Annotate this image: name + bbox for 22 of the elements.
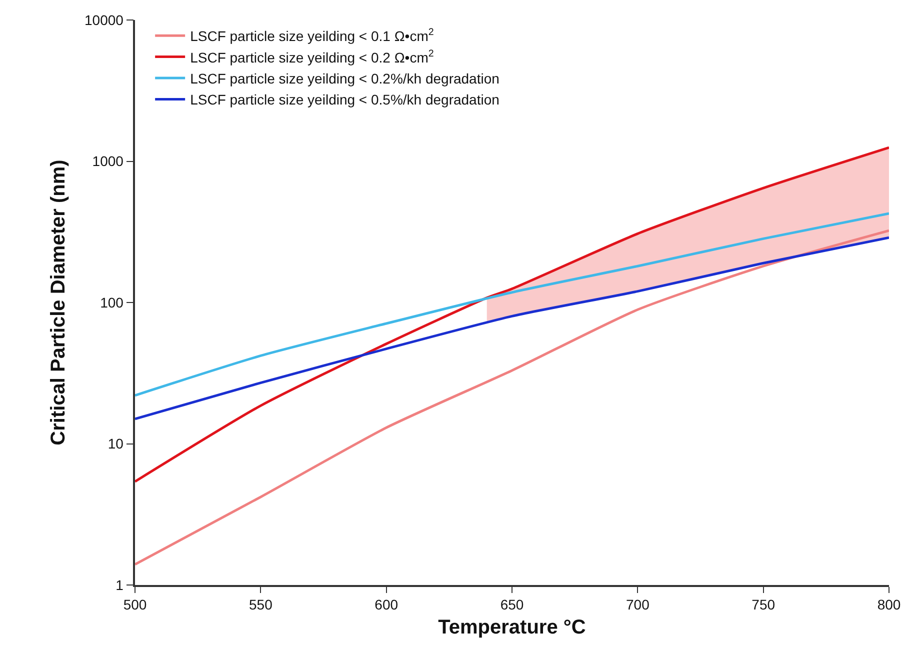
- x-tick-label: 650: [500, 596, 524, 613]
- x-tick-label: 800: [877, 596, 901, 613]
- x-tick-label: 550: [248, 596, 273, 613]
- line-series: [135, 229, 889, 566]
- x-tick-label: 500: [123, 596, 147, 613]
- legend-label: LSCF particle size yeilding < 0.5%/kh degradation: [190, 92, 500, 108]
- line-series: [135, 212, 889, 397]
- legend-label: LSCF particle size yeilding < 0.2 Ω•cm$^{2}$: [190, 48, 434, 66]
- legend-label: LSCF particle size yeilding < 0.2%/kh degradation: [190, 70, 500, 86]
- y-tick-label: 1000: [92, 153, 124, 170]
- x-tick-label: 750: [752, 596, 776, 613]
- y-axis-title: Critical Particle Diameter (nm): [48, 160, 70, 446]
- y-tick-label: 10000: [84, 12, 124, 28]
- y-tick-label: 10: [108, 436, 124, 452]
- x-axis-title: Temperature °C: [438, 616, 586, 639]
- y-tick-label: 1: [116, 576, 124, 593]
- y-tick-label: 100: [100, 294, 124, 310]
- x-tick-label: 700: [626, 596, 650, 613]
- line-series: [135, 146, 889, 483]
- legend-label: LSCF particle size yeilding < 0.1 Ω•cm$^{2}$: [190, 27, 434, 44]
- x-tick-label: 600: [374, 596, 398, 613]
- line-series: [135, 236, 889, 420]
